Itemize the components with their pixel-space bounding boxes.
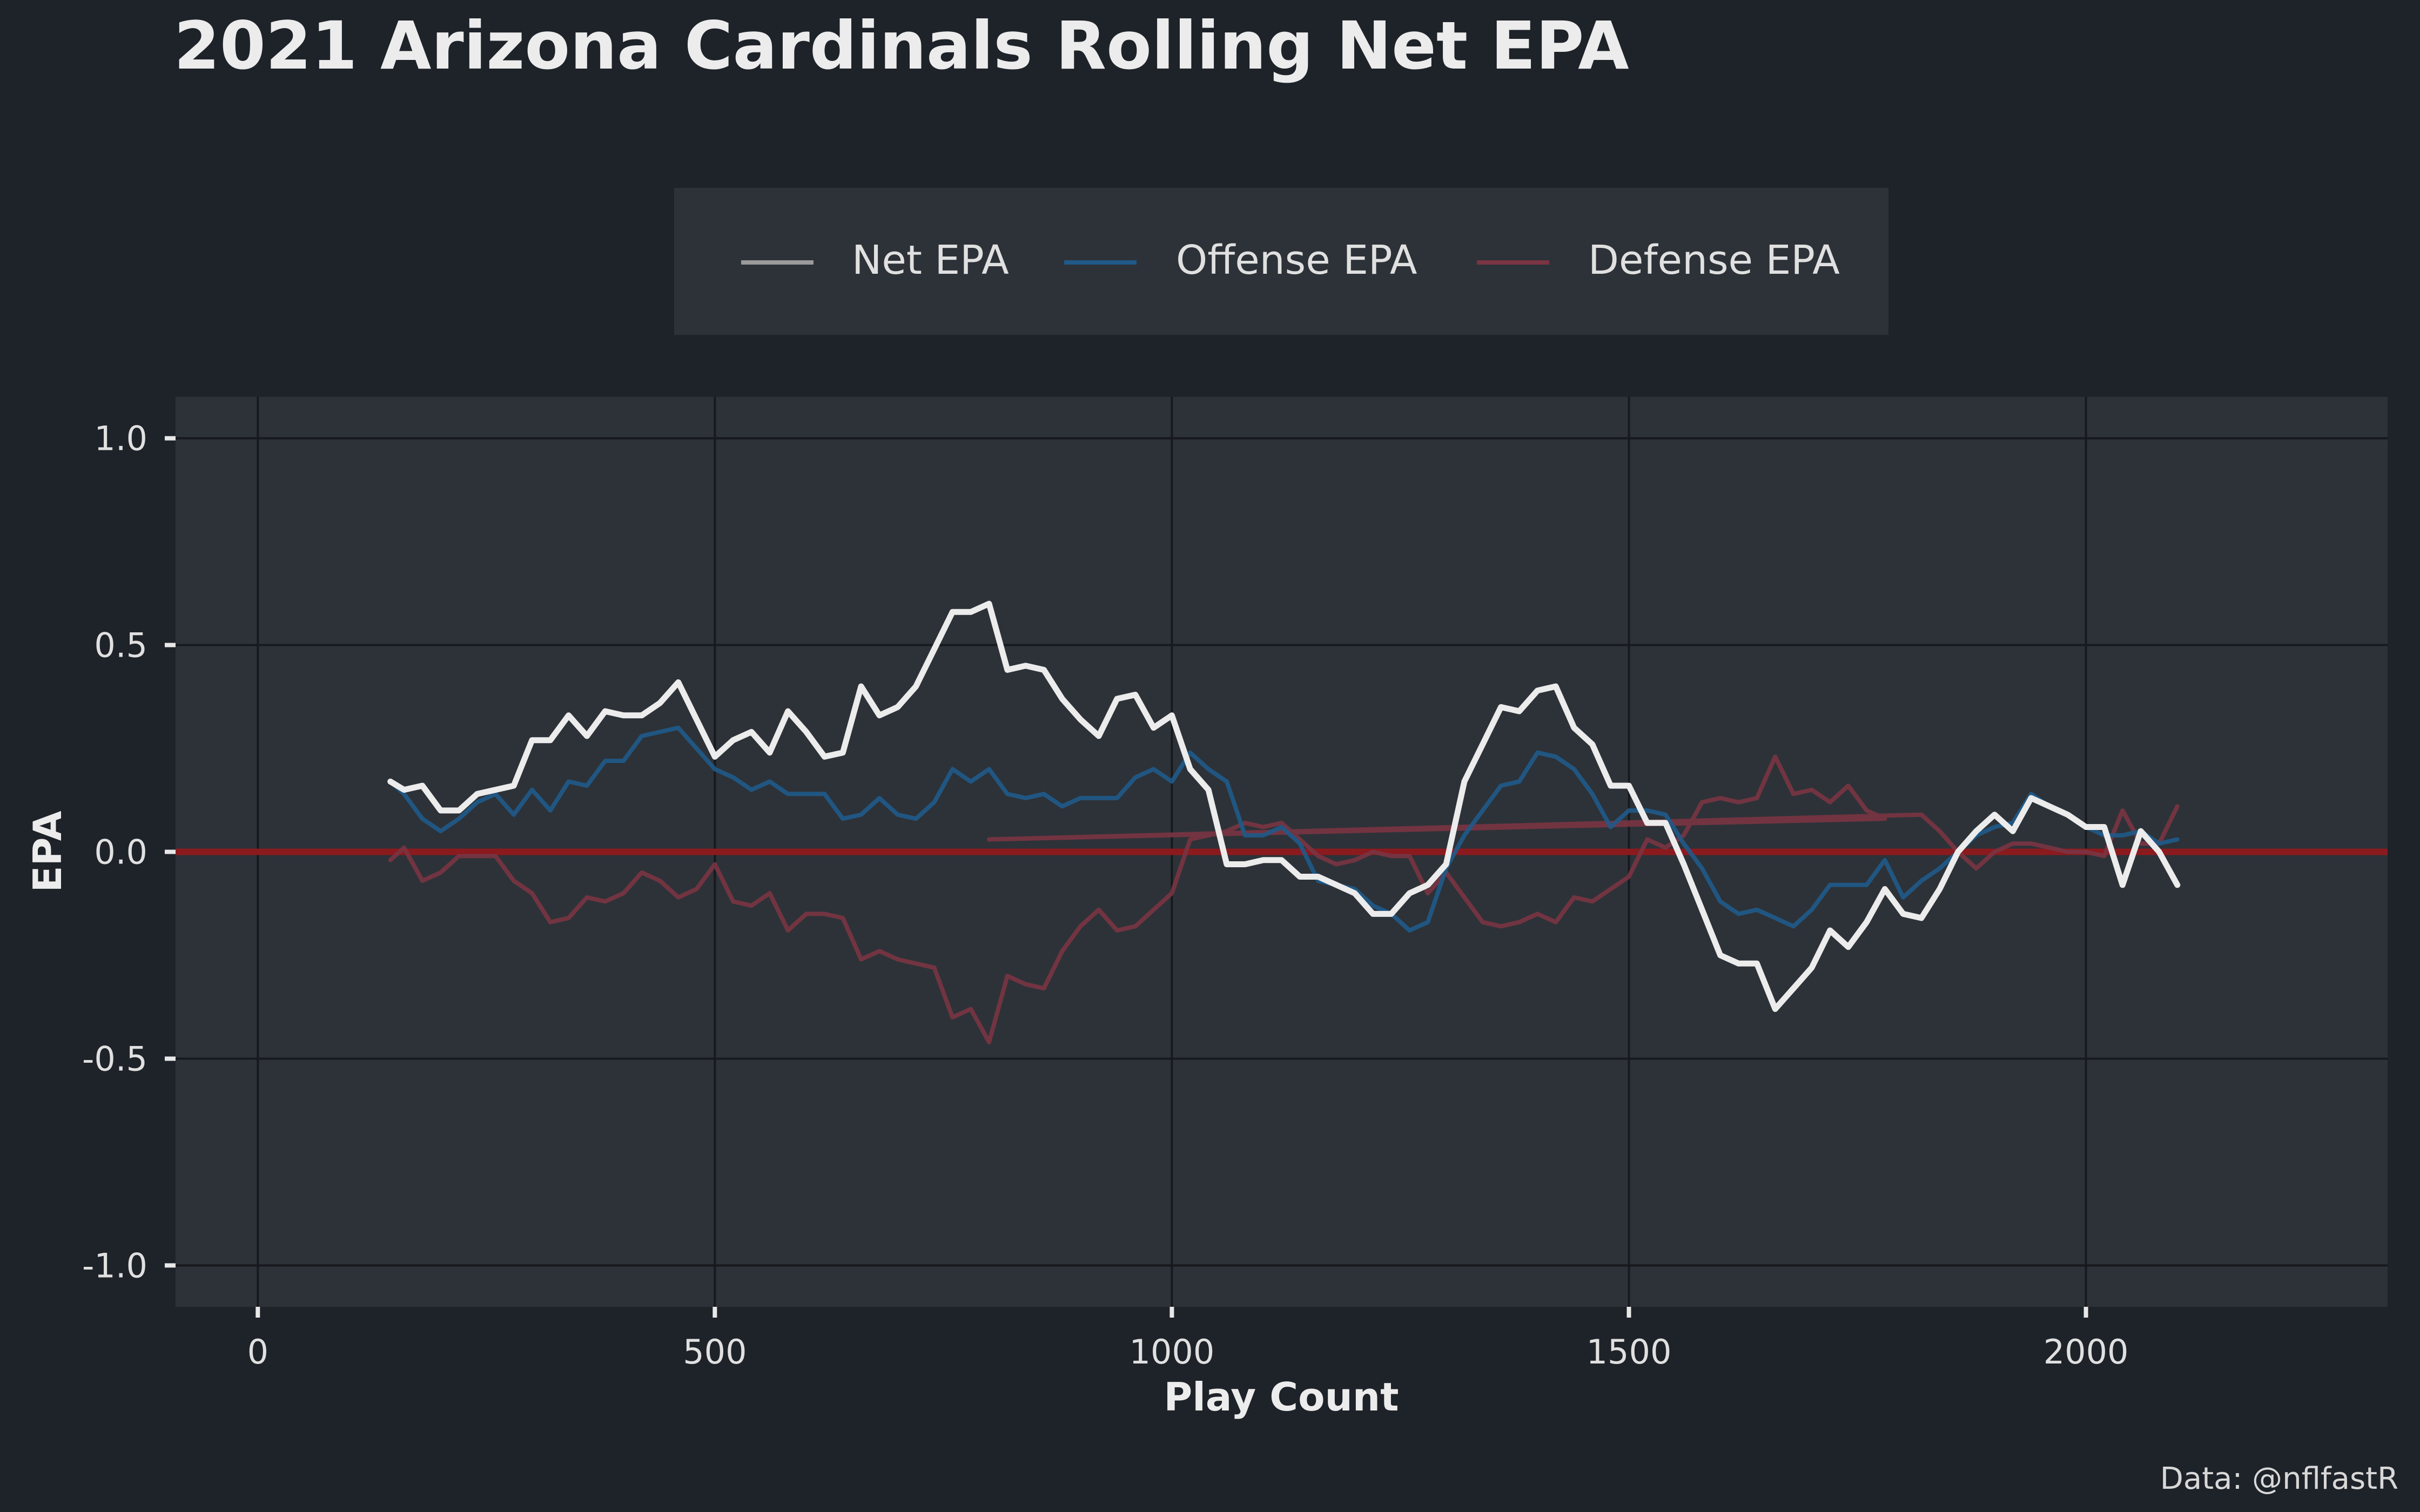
y-tick-label: 0.0 xyxy=(94,833,147,872)
y-axis-title: EPA xyxy=(25,811,70,892)
x-tick-label: 500 xyxy=(683,1332,747,1372)
legend-label-net: Net EPA xyxy=(852,237,1009,284)
defense-epa-line xyxy=(388,754,2180,1044)
chart-title: 2021 Arizona Cardinals Rolling Net EPA xyxy=(174,8,1629,84)
y-tick-label: -1.0 xyxy=(82,1246,147,1285)
y-tick-label: -0.5 xyxy=(82,1039,147,1078)
net-epa-line xyxy=(387,600,2181,1012)
legend-background xyxy=(674,188,1888,335)
axes: 1.0 0.5 0.0 -0.5 -1.0 0 500 1000 1500 2000 xyxy=(82,419,2128,1372)
x-tick-label: 0 xyxy=(247,1332,268,1372)
legend-label-offense: Offense EPA xyxy=(1176,237,1417,284)
caption: Data: @nflfastR xyxy=(2160,1461,2398,1496)
x-tick-label: 1000 xyxy=(1130,1332,1215,1372)
series-lines xyxy=(387,600,2181,1044)
x-tick-label: 1500 xyxy=(1587,1332,1672,1372)
legend: Net EPA Offense EPA Defense EPA xyxy=(674,188,1888,335)
x-tick-label: 2000 xyxy=(2043,1332,2129,1372)
y-tick-label: 0.5 xyxy=(94,626,147,665)
offense-epa-line xyxy=(388,725,2180,933)
y-tick-label: 1.0 xyxy=(94,419,147,458)
legend-label-defense: Defense EPA xyxy=(1588,237,1840,284)
x-axis-title: Play Count xyxy=(1164,1374,1399,1420)
